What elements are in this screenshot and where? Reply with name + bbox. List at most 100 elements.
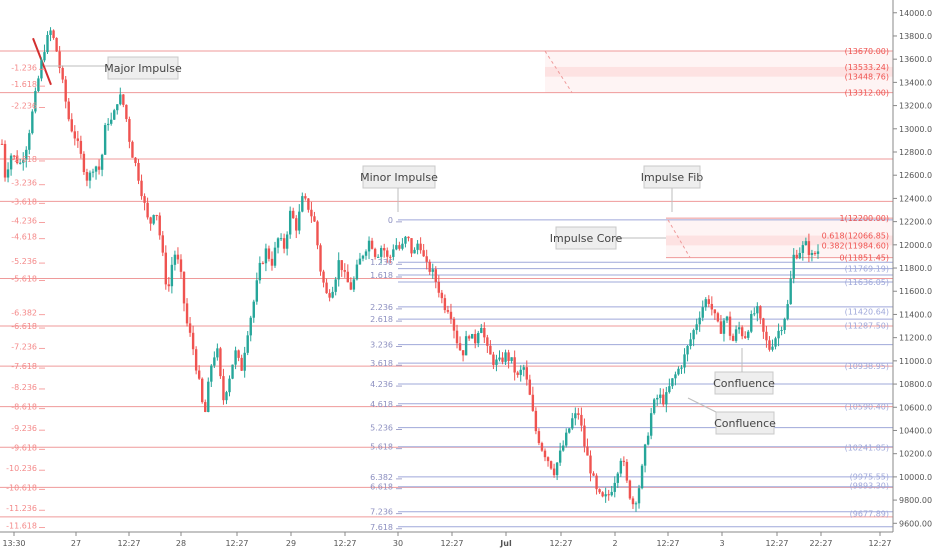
candle-body	[540, 443, 544, 451]
candle-body	[750, 314, 753, 332]
fib-labels: -1.236 -1.618 -2.236 -2.618 -3.236 -3.618 -4.2…	[6, 63, 402, 532]
candle-body	[725, 316, 729, 321]
price-tag-blue: (11287.50)	[845, 321, 889, 330]
candle-body	[531, 394, 535, 411]
candle-body	[467, 336, 471, 339]
fib-level-label: -11.618	[6, 522, 37, 531]
candle-body	[49, 30, 52, 35]
candle-body	[191, 332, 195, 350]
candle-body	[637, 488, 641, 504]
candle-body	[358, 258, 362, 265]
candle-body	[370, 240, 374, 249]
fib-diagonal	[544, 50, 573, 93]
callout-label: Confluence	[714, 417, 776, 430]
candle-body	[446, 310, 450, 312]
candle-body	[207, 381, 210, 412]
price-tag-blue: (11636.05)	[845, 278, 889, 287]
candle-body	[152, 215, 155, 224]
candle-body	[131, 141, 134, 158]
candle-body	[158, 215, 161, 236]
candle-body	[170, 264, 174, 287]
candle-body	[583, 425, 586, 447]
candle-body	[100, 154, 104, 170]
candle-body	[728, 316, 732, 336]
candle-body	[810, 252, 814, 255]
candle-body	[279, 238, 283, 240]
candle-body	[555, 462, 559, 476]
candle-body	[295, 218, 298, 231]
fib-level-label: -8.618	[11, 403, 37, 412]
candle-body	[194, 349, 198, 371]
y-tick-label: 13000.00	[899, 125, 932, 134]
candle-body	[85, 172, 89, 181]
fib-level-label: -6.618	[11, 322, 37, 331]
candle-body	[164, 252, 168, 285]
candle-body	[798, 252, 801, 259]
fib-level-label: -11.236	[6, 504, 37, 513]
candle-body	[185, 303, 189, 324]
y-tick-label: 10800.00	[899, 380, 932, 389]
candle-body	[6, 169, 10, 178]
candle-body	[495, 359, 498, 365]
candle-body	[255, 280, 259, 302]
candle-body	[474, 334, 477, 344]
candle-body	[349, 282, 353, 290]
callout-pointer	[687, 397, 717, 413]
candle-body	[801, 245, 805, 253]
candle-body	[182, 271, 186, 304]
candle-body	[804, 241, 808, 246]
candle-body	[46, 34, 49, 53]
horizontal-levels	[0, 37, 893, 528]
candle-body	[392, 249, 395, 257]
candle-body	[28, 133, 31, 150]
candle-body	[12, 155, 16, 157]
candle-body	[273, 247, 277, 266]
fib-level-label: -3.236	[11, 179, 37, 188]
candle-body	[656, 397, 659, 400]
candle-body	[680, 367, 683, 369]
candle-body	[783, 318, 786, 331]
candle-body	[501, 357, 504, 362]
candle-body	[574, 413, 577, 419]
candle-body	[692, 330, 695, 340]
price-tag-blue: (11420.64)	[845, 308, 889, 317]
candle-body	[22, 159, 25, 163]
price-tag-blue: (10938.95)	[845, 362, 889, 371]
candle-body	[610, 491, 613, 496]
fib-level-label: -4.618	[11, 233, 37, 242]
candle-body	[452, 318, 456, 331]
candle-body	[549, 461, 553, 469]
candle-body	[765, 331, 768, 341]
candle-body	[425, 256, 428, 262]
candle-body	[343, 270, 346, 272]
candle-body	[373, 248, 377, 257]
price-tag-blue: (9677.89)	[850, 509, 889, 518]
candle-body	[434, 269, 437, 282]
candle-body	[704, 299, 707, 308]
candle-body	[234, 350, 237, 365]
candle-body	[376, 256, 380, 258]
price-tags: (13670.00) (13533.24)(13448.76) (13312.00)…	[822, 47, 889, 518]
fib-diagonal	[667, 219, 691, 258]
candle-body	[671, 378, 674, 387]
candle-body	[461, 350, 465, 356]
candle-body	[173, 254, 177, 265]
x-tick-label: 12:27	[117, 539, 140, 548]
price-tag-red: (13312.00)	[845, 89, 889, 98]
candle-body	[789, 278, 792, 305]
fib-level-label: -10.618	[6, 483, 37, 492]
fib-level-label: -6.382	[11, 309, 37, 318]
candle-body	[116, 104, 119, 111]
fib-level-label: -7.618	[11, 362, 37, 371]
candle-body	[756, 306, 759, 314]
candle-body	[304, 196, 307, 199]
x-tick-label: 2	[612, 539, 617, 548]
candle-body	[231, 364, 234, 379]
candle-body	[43, 52, 46, 61]
candle-body	[410, 238, 413, 254]
candle-body	[565, 432, 568, 446]
x-tick-label: 27	[71, 539, 81, 548]
candle-body	[486, 337, 489, 346]
candle-body	[546, 457, 550, 462]
